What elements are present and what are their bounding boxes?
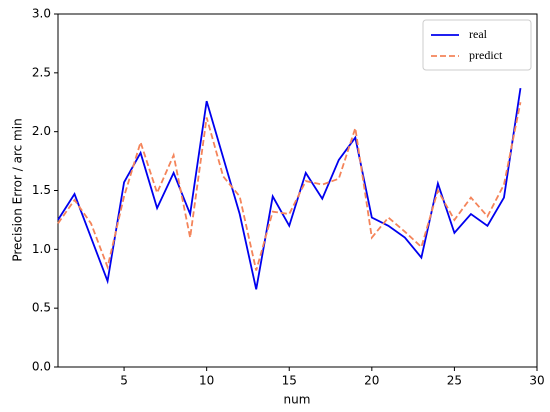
x-tick-label: 30 [529, 374, 544, 388]
series-line [57, 87, 522, 290]
y-tick-label: 2.0 [32, 124, 51, 138]
y-tick-label: 3.0 [32, 7, 51, 21]
x-tick-label: 25 [447, 374, 462, 388]
legend-box [422, 19, 532, 71]
series-line [57, 102, 522, 271]
legend: real predict [422, 19, 532, 71]
x-axis-label: num [284, 393, 311, 407]
legend-label: real [469, 27, 488, 41]
x-tick-label: 20 [364, 374, 379, 388]
y-axis-label: Precision Error / arc min [11, 118, 25, 261]
y-tick-label: 1.0 [32, 242, 51, 256]
x-tick-label: 10 [199, 374, 214, 388]
x-tick-label: 15 [282, 374, 297, 388]
x-tick-label: 5 [120, 374, 128, 388]
legend-label: predict [469, 48, 503, 62]
y-tick-label: 1.5 [32, 183, 51, 197]
y-tick-label: 0.0 [32, 360, 51, 374]
y-tick-label: 2.5 [32, 65, 51, 79]
y-tick-label: 0.5 [32, 301, 51, 315]
